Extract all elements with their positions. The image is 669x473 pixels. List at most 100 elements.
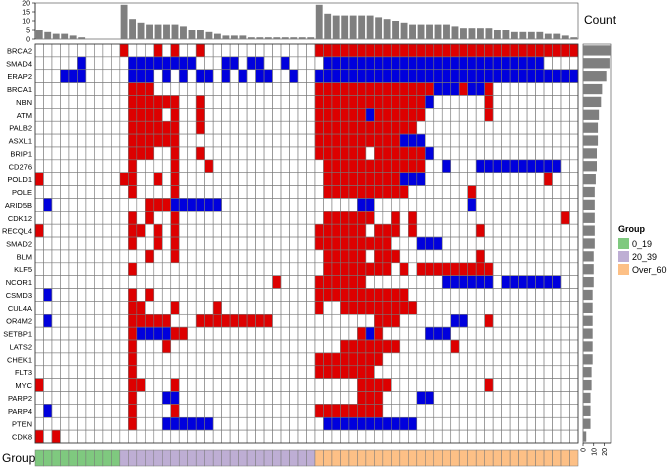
heatmap-cell [178, 313, 189, 328]
heatmap-cell [272, 339, 282, 354]
heatmap-cell [518, 288, 528, 302]
heatmap-cell [552, 198, 562, 212]
heatmap-cell [492, 313, 502, 328]
heatmap-cell [297, 391, 307, 405]
heatmap-cell [68, 301, 78, 315]
heatmap-cell [492, 211, 502, 225]
heatmap-cell [289, 82, 299, 96]
heatmap-cell [306, 223, 316, 238]
heatmap-cell [340, 326, 350, 341]
heatmap-cell [212, 120, 222, 135]
heatmap-cell [518, 313, 528, 328]
group-cell [450, 449, 460, 467]
heatmap-cell [433, 416, 443, 431]
heatmap-cell [433, 56, 443, 71]
heatmap-cell [424, 391, 435, 405]
heatmap-cell [94, 275, 104, 289]
heatmap-cell [77, 301, 87, 315]
heatmap-cell [85, 275, 95, 289]
heatmap-cell [467, 159, 477, 174]
heatmap-cell [111, 159, 121, 174]
heatmap-cell [484, 236, 494, 251]
heatmap-cell [111, 82, 121, 96]
heatmap-cell [509, 223, 519, 238]
heatmap-cell [136, 236, 146, 251]
heatmap-cell [238, 416, 248, 431]
heatmap-cell [170, 236, 180, 251]
heatmap-cell [569, 288, 579, 302]
heatmap-cell [509, 404, 519, 418]
heatmap-cell [458, 262, 469, 276]
heatmap-cell [178, 159, 189, 174]
heatmap-cell [34, 313, 44, 328]
heatmap-cell [314, 288, 324, 302]
heatmap-cell [289, 159, 299, 174]
heatmap-cell [408, 326, 418, 341]
heatmap-cell [391, 211, 401, 225]
heatmap-cell [34, 159, 44, 174]
heatmap-cell [34, 223, 44, 238]
heatmap-cell [195, 365, 205, 379]
heatmap-cell [467, 352, 477, 367]
heatmap-cell [450, 82, 460, 96]
heatmap-cell [492, 365, 502, 379]
heatmap-cell [153, 159, 163, 174]
heatmap-cell [77, 120, 87, 135]
heatmap-cell [306, 133, 316, 148]
heatmap-cell [263, 339, 273, 354]
heatmap-cell [552, 43, 562, 58]
heatmap-cell [272, 211, 282, 225]
gene-label: CDK8 [12, 433, 32, 442]
heatmap-cell [458, 223, 469, 238]
heatmap-cell [365, 69, 375, 83]
heatmap-cell [535, 404, 545, 418]
heatmap-cell [297, 43, 307, 58]
heatmap-cell [509, 43, 519, 58]
heatmap-cell [272, 313, 282, 328]
heatmap-cell [187, 275, 197, 289]
heatmap-cell [255, 133, 265, 148]
heatmap-cell [314, 146, 324, 161]
top-count-bar [35, 30, 43, 39]
heatmap-cell [475, 223, 485, 238]
heatmap-cell [111, 404, 121, 418]
heatmap-cell [560, 211, 570, 225]
top-count-bar [409, 24, 416, 39]
heatmap-cell [204, 159, 214, 174]
heatmap-cell [467, 56, 477, 71]
heatmap-cell [280, 223, 290, 238]
heatmap-cell [255, 198, 265, 212]
heatmap-cell [221, 56, 231, 71]
heatmap-cell [365, 275, 375, 289]
heatmap-cell [518, 185, 528, 199]
top-count-bar [561, 35, 569, 39]
heatmap-cell [212, 288, 222, 302]
heatmap-cell [357, 56, 367, 71]
heatmap-cell [374, 365, 384, 379]
heatmap-cell [365, 404, 375, 418]
heatmap-cell [94, 288, 104, 302]
heatmap-cell [569, 429, 579, 444]
heatmap-cell [272, 223, 282, 238]
heatmap-cell [221, 416, 231, 431]
heatmap-cell [34, 404, 44, 418]
heatmap-cell [77, 223, 87, 238]
heatmap-cell [289, 301, 299, 315]
heatmap-cell [458, 82, 469, 96]
heatmap-cell [441, 146, 452, 161]
heatmap-cell [111, 288, 121, 302]
heatmap-cell [441, 313, 452, 328]
heatmap-cell [408, 391, 418, 405]
heatmap-cell [424, 378, 435, 392]
heatmap-cell [458, 404, 469, 418]
heatmap-cell [509, 429, 519, 444]
heatmap-cell [408, 120, 418, 135]
heatmap-cell [450, 339, 460, 354]
heatmap-cell [280, 172, 290, 186]
heatmap-cell [458, 378, 469, 392]
heatmap-cell [492, 262, 502, 276]
heatmap-cell [43, 172, 53, 186]
heatmap-cell [77, 172, 87, 186]
heatmap-cell [77, 275, 87, 289]
group-cell [543, 449, 553, 467]
